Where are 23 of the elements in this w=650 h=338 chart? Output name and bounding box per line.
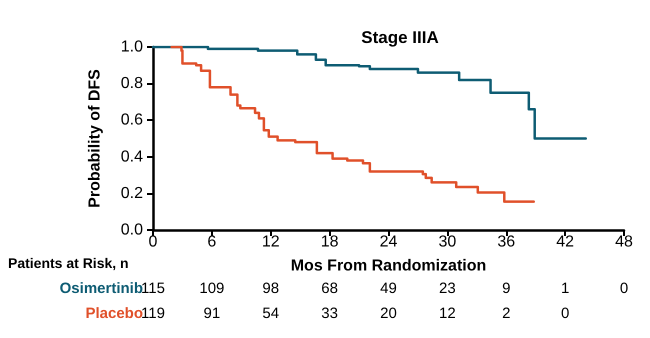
x-tick-label: 24 [380, 234, 398, 250]
x-tick-label: 0 [148, 234, 158, 250]
y-axis-title: Probability of DFS [86, 68, 104, 208]
y-tick-label: 0.6 [120, 112, 144, 129]
y-tick-label: 0.0 [120, 222, 144, 238]
x-tick-label: 36 [497, 234, 516, 250]
x-tick-label: 42 [556, 234, 574, 250]
text: Placebo [85, 305, 143, 322]
text: 119 91 54 33 20 12 2 0 [141, 305, 570, 322]
y-tick-label: 1.0 [120, 38, 144, 56]
x-tick-label: 6 [207, 234, 216, 250]
text: Osimertinib [60, 280, 143, 297]
x-tick-label: 12 [262, 234, 280, 250]
x-axis-title: Mos From Randomization [290, 258, 486, 274]
chart-title: Stage IIIA [361, 28, 439, 47]
text: 115 109 98 68 49 23 9 1 0 [141, 280, 628, 297]
x-tick-label: 18 [320, 234, 339, 250]
y-tick-label: 0.4 [120, 148, 144, 166]
x-tick-label: 48 [615, 234, 633, 250]
y-tick-label: 0.8 [120, 75, 144, 92]
text: Patients at Risk, n [8, 255, 129, 271]
x-tick-label: 30 [438, 234, 456, 250]
y-tick-label: 0.2 [120, 184, 144, 202]
